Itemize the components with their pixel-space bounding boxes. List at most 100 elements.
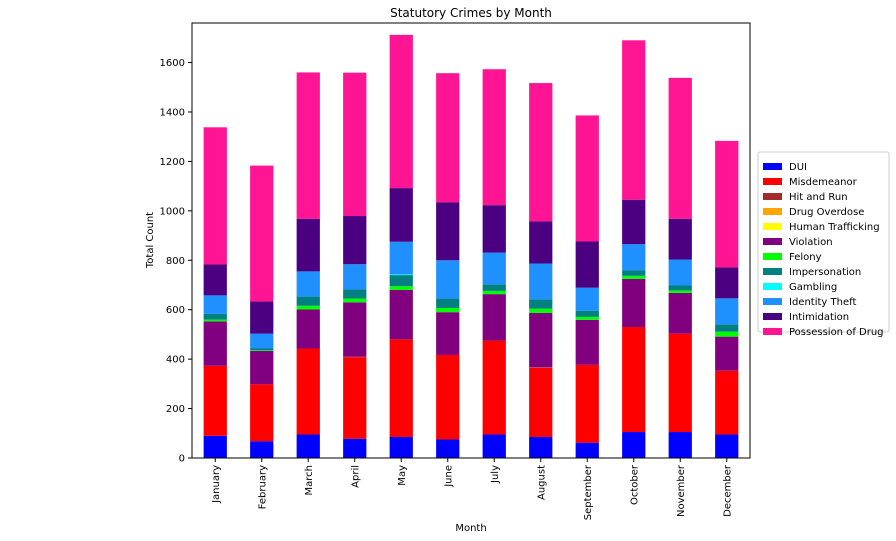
legend-label: Impersonation bbox=[789, 267, 861, 278]
y-tick-label: 1000 bbox=[160, 206, 185, 217]
bar-segment bbox=[250, 350, 274, 351]
bar-segment bbox=[296, 296, 320, 306]
y-tick-label: 0 bbox=[179, 454, 185, 465]
bar-segment bbox=[575, 442, 599, 458]
bar-segment bbox=[203, 264, 227, 296]
bar-segment bbox=[668, 218, 692, 260]
bar-segment bbox=[343, 302, 367, 357]
bar-segment bbox=[343, 357, 367, 439]
x-tick-label: October bbox=[629, 464, 640, 505]
bar-segment bbox=[343, 438, 367, 458]
bar-segment bbox=[575, 115, 599, 242]
bar-segment bbox=[622, 40, 646, 200]
bar-segment bbox=[529, 263, 553, 300]
bar-segment bbox=[668, 292, 692, 334]
bar-segment bbox=[250, 348, 274, 351]
y-tick-label: 1200 bbox=[160, 157, 185, 168]
legend-swatch bbox=[763, 328, 782, 335]
bar-segment bbox=[715, 267, 739, 299]
y-tick-label: 400 bbox=[166, 355, 185, 366]
bar-segment bbox=[389, 436, 413, 458]
bar-segment bbox=[715, 336, 739, 371]
bar-segment bbox=[482, 434, 506, 458]
bar-segment bbox=[203, 313, 227, 320]
legend-swatch bbox=[763, 238, 782, 245]
bar-segment bbox=[389, 286, 413, 290]
legend-swatch bbox=[763, 268, 782, 275]
y-tick-label: 1400 bbox=[160, 107, 185, 118]
legend-swatch bbox=[763, 253, 782, 260]
chart-title: Statutory Crimes by Month bbox=[390, 6, 552, 20]
bar-segment bbox=[389, 289, 413, 340]
bar-segment bbox=[436, 312, 460, 355]
bar-segment bbox=[668, 333, 692, 433]
bar-segment bbox=[436, 202, 460, 261]
bar-segment bbox=[529, 367, 553, 437]
bar-segment bbox=[250, 301, 274, 334]
x-tick-label: August bbox=[536, 465, 547, 500]
bar-segment bbox=[250, 384, 274, 442]
legend: DUI Misdemeanor Hit and Run Drug Overdose Hu… bbox=[757, 151, 890, 338]
bar-segment bbox=[343, 298, 367, 303]
plot-area-frame bbox=[191, 22, 751, 459]
legend-label: Identity Theft bbox=[789, 297, 856, 308]
bar-segment bbox=[203, 295, 227, 314]
bar-segment bbox=[529, 221, 553, 264]
bar-segment bbox=[343, 264, 367, 290]
bar-segment bbox=[668, 77, 692, 219]
bar-segment bbox=[529, 436, 553, 458]
legend-label: DUI bbox=[789, 162, 807, 173]
bar-segment bbox=[715, 298, 739, 325]
bar-segment bbox=[622, 432, 646, 458]
y-axis-label: Total Count bbox=[145, 212, 156, 269]
bar-segment bbox=[622, 244, 646, 271]
legend-swatch bbox=[763, 178, 782, 185]
bar-segment bbox=[203, 127, 227, 265]
bar-segment bbox=[436, 73, 460, 203]
legend-label: Misdemeanor bbox=[789, 177, 858, 188]
y-tick-label: 200 bbox=[166, 404, 185, 415]
bar-segment bbox=[389, 274, 413, 276]
legend-swatch bbox=[763, 208, 782, 215]
bar-segment bbox=[343, 216, 367, 265]
bar-segment bbox=[203, 365, 227, 436]
bar-segment bbox=[668, 285, 692, 291]
bar-segment bbox=[575, 241, 599, 288]
bar-segment bbox=[575, 316, 599, 320]
bar-segment bbox=[203, 435, 227, 458]
legend-swatch bbox=[763, 193, 782, 200]
bar-segment bbox=[296, 434, 320, 458]
bar-segment bbox=[296, 72, 320, 219]
bar-segment bbox=[715, 324, 739, 332]
legend-label: Human Trafficking bbox=[789, 222, 880, 233]
bar-segment bbox=[715, 370, 739, 435]
bar-segment bbox=[529, 308, 553, 313]
x-tick-label: July bbox=[490, 465, 501, 484]
legend-frame bbox=[757, 151, 890, 333]
bar-segment bbox=[482, 205, 506, 253]
bar-segment bbox=[296, 305, 320, 310]
bar-segment bbox=[622, 199, 646, 245]
bar-segment bbox=[715, 434, 739, 458]
bar-segment bbox=[389, 275, 413, 287]
bar-segment bbox=[668, 432, 692, 458]
x-tick-label: February bbox=[257, 465, 268, 509]
bar-segment bbox=[482, 294, 506, 341]
x-axis-label: Month bbox=[455, 523, 486, 534]
legend-label: Violation bbox=[789, 237, 833, 248]
legend-swatch bbox=[763, 223, 782, 230]
bar-segment bbox=[436, 354, 460, 440]
bar-segment bbox=[575, 287, 599, 311]
bar-segment bbox=[482, 252, 506, 285]
bar-segment bbox=[529, 312, 553, 368]
bar-segment bbox=[436, 439, 460, 458]
legend-label: Hit and Run bbox=[789, 192, 848, 203]
bar-segment bbox=[622, 278, 646, 328]
bar-segment bbox=[436, 298, 460, 308]
y-tick-label: 1600 bbox=[160, 58, 185, 69]
bar-segment bbox=[389, 34, 413, 189]
bar-segment bbox=[250, 333, 274, 349]
x-tick-label: January bbox=[211, 465, 222, 504]
x-tick-label: December bbox=[722, 464, 733, 517]
